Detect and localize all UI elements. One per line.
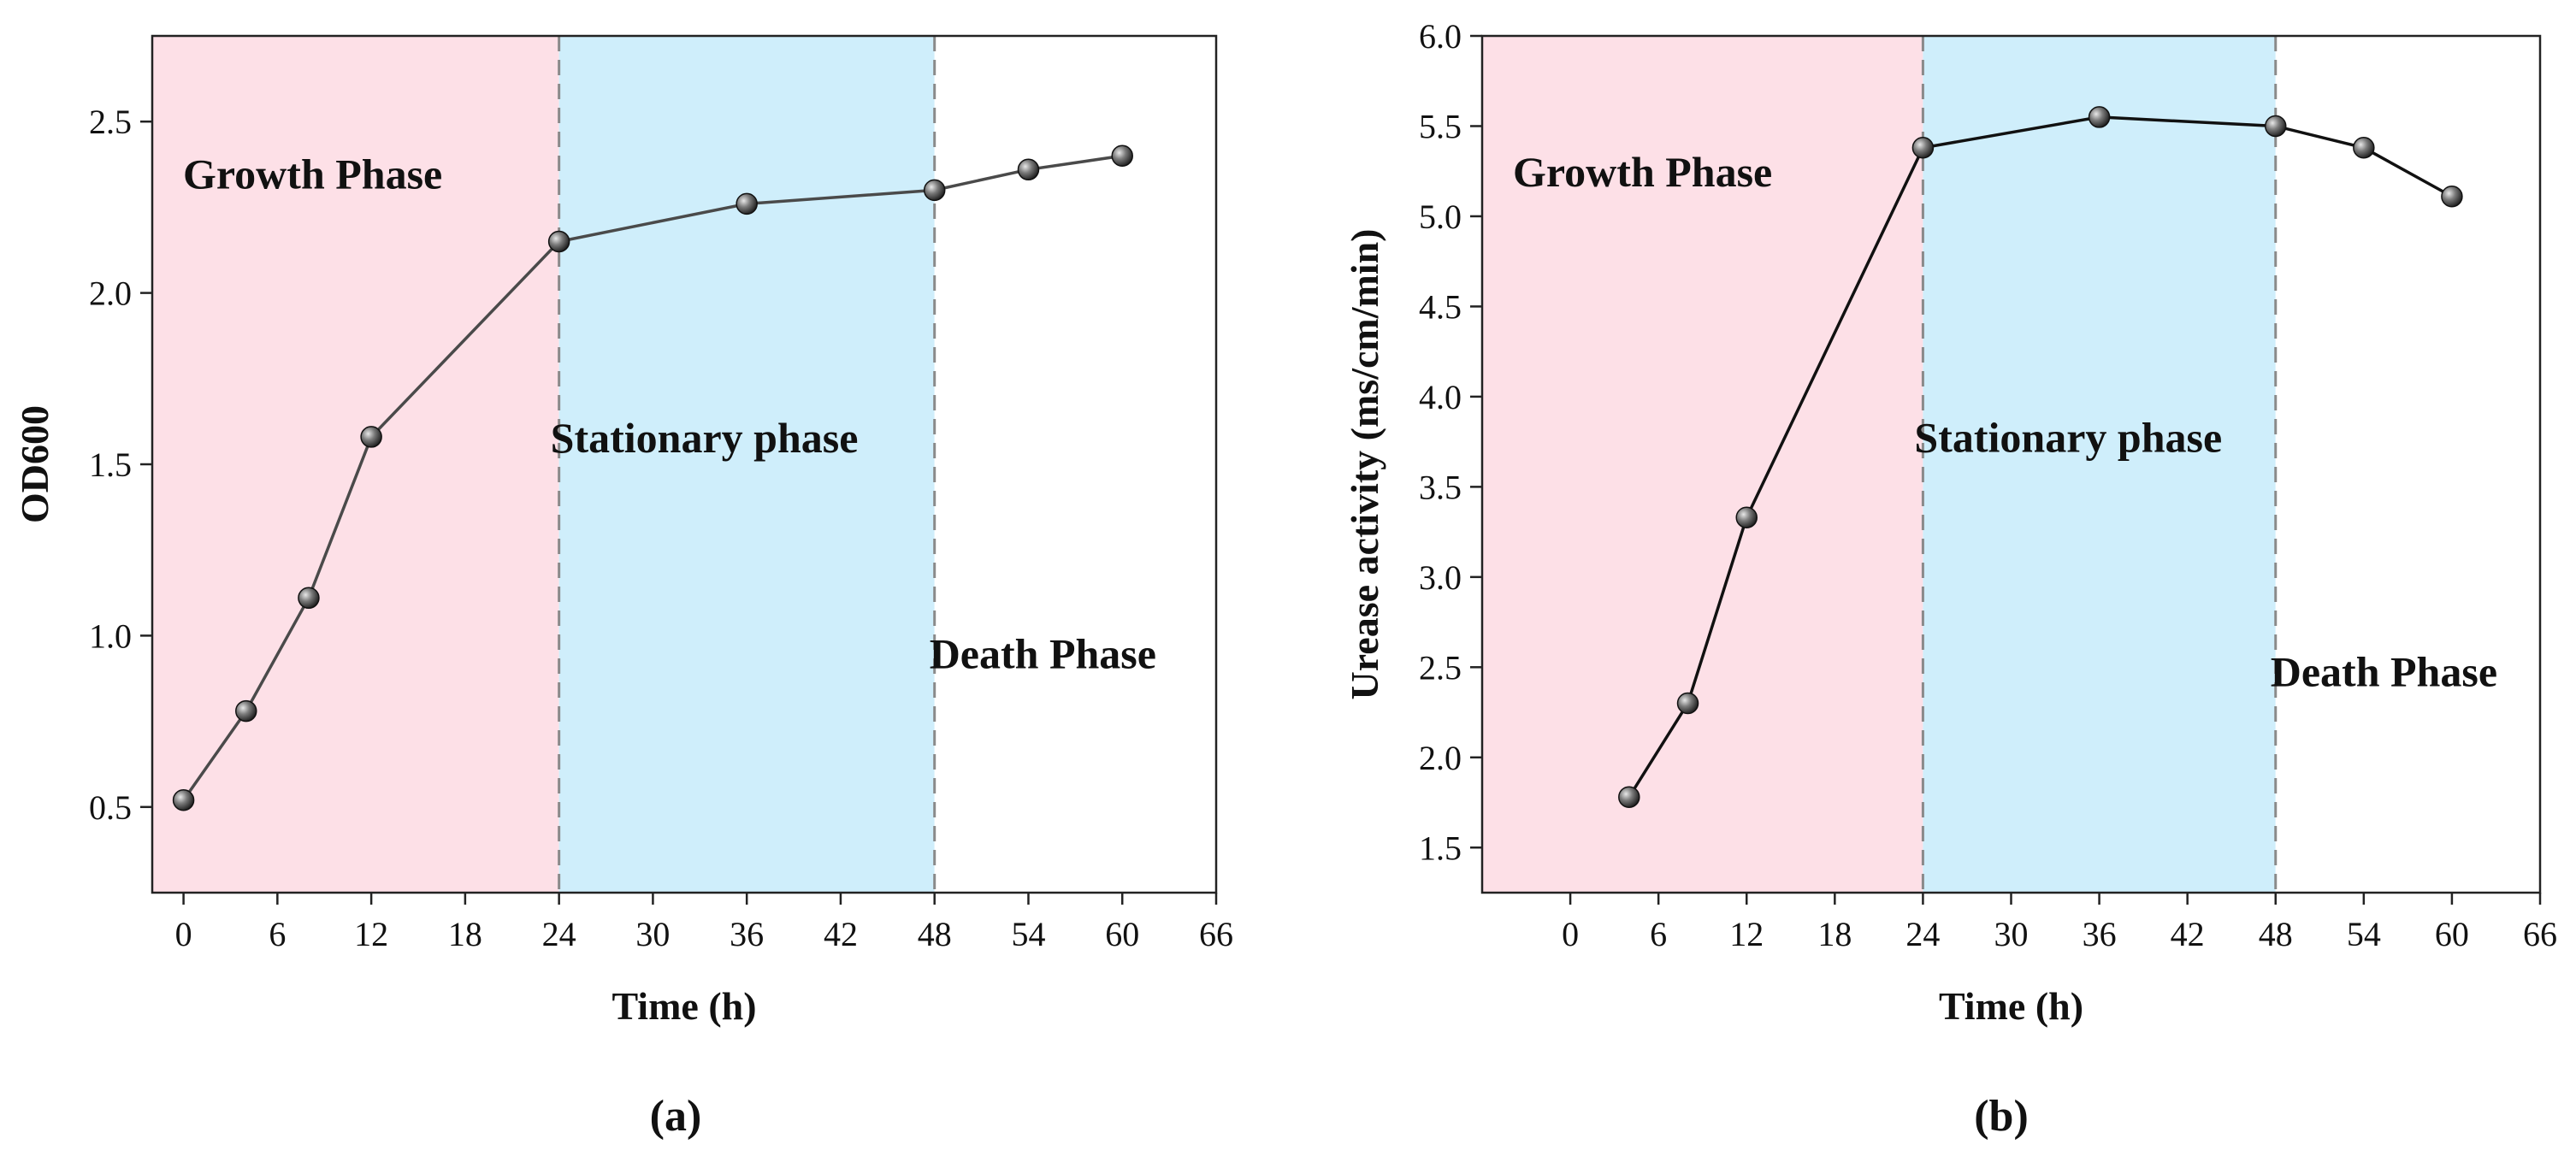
phase-label-death: Death Phase bbox=[930, 629, 1156, 677]
x-tick-label: 12 bbox=[1729, 915, 1764, 953]
y-tick-label: 3.5 bbox=[1419, 468, 1462, 506]
x-tick-label: 24 bbox=[542, 915, 576, 953]
x-tick-label: 66 bbox=[1199, 915, 1233, 953]
phase-region bbox=[934, 36, 1216, 893]
y-tick-label: 4.0 bbox=[1419, 378, 1462, 416]
y-tick-label: 5.0 bbox=[1419, 198, 1462, 236]
data-point bbox=[736, 192, 758, 215]
data-point bbox=[360, 426, 382, 448]
data-point bbox=[923, 179, 946, 202]
data-point bbox=[2353, 137, 2375, 159]
x-tick-label: 30 bbox=[1994, 915, 2029, 953]
x-tick-label: 6 bbox=[269, 915, 286, 953]
x-tick-label: 42 bbox=[2171, 915, 2205, 953]
y-tick-label: 1.5 bbox=[89, 445, 132, 484]
chart-panel-a: 0 6 12 18 24 30 36 42 48 54 60 66 0.5 1.0 1.5 2.0 2.5 Tim… bbox=[13, 34, 1233, 1141]
y-tick-label: 0.5 bbox=[89, 788, 132, 827]
y-tick-label: 2.0 bbox=[1419, 739, 1462, 777]
phase-label-growth: Growth Phase bbox=[1513, 148, 1772, 196]
x-tick-label: 0 bbox=[175, 915, 192, 953]
data-point bbox=[1017, 158, 1040, 181]
y-axis-title: Urease activity (ms/cm/min) bbox=[1343, 229, 1386, 700]
x-tick-label: 60 bbox=[1105, 915, 1139, 953]
x-tick-label: 42 bbox=[824, 915, 858, 953]
x-tick-label: 36 bbox=[730, 915, 764, 953]
data-point bbox=[172, 789, 195, 811]
x-tick-label: 60 bbox=[2435, 915, 2469, 953]
data-point bbox=[1735, 506, 1758, 528]
x-tick-label: 6 bbox=[1650, 915, 1667, 953]
data-point bbox=[235, 699, 257, 723]
phase-region bbox=[2275, 36, 2540, 893]
data-point bbox=[547, 230, 570, 253]
data-point bbox=[1911, 137, 1935, 159]
data-point bbox=[2441, 185, 2463, 208]
x-tick-label: 36 bbox=[2083, 915, 2117, 953]
data-point bbox=[2088, 106, 2111, 128]
y-tick-label: 1.5 bbox=[1419, 829, 1462, 867]
y-tick-label: 4.5 bbox=[1419, 287, 1462, 326]
y-tick-label: 5.5 bbox=[1419, 107, 1462, 145]
phase-label-growth: Growth Phase bbox=[183, 150, 442, 198]
x-tick-label: 0 bbox=[1562, 915, 1579, 953]
x-tick-label: 48 bbox=[918, 915, 952, 953]
x-tick-label: 12 bbox=[354, 915, 388, 953]
x-tick-label: 18 bbox=[448, 915, 482, 953]
y-tick-label: 3.0 bbox=[1419, 558, 1462, 597]
x-tick-label: 54 bbox=[2347, 915, 2381, 953]
x-axis-title: Time (h) bbox=[612, 984, 756, 1028]
y-tick-label: 2.0 bbox=[89, 274, 132, 313]
phase-label-stationary: Stationary phase bbox=[1914, 413, 2222, 461]
phase-region bbox=[558, 36, 935, 893]
phase-region bbox=[1923, 36, 2276, 893]
x-tick-label: 18 bbox=[1817, 915, 1852, 953]
series-line bbox=[1628, 115, 2453, 799]
x-tick-label: 54 bbox=[1011, 915, 1045, 953]
y-tick-label: 2.5 bbox=[89, 103, 132, 141]
y-tick-label: 6.0 bbox=[1419, 17, 1462, 56]
data-point bbox=[298, 587, 320, 610]
x-axis-title: Time (h) bbox=[1939, 984, 2083, 1028]
x-tick-label: 48 bbox=[2259, 915, 2293, 953]
x-tick-label: 66 bbox=[2523, 915, 2557, 953]
x-tick-label: 30 bbox=[635, 915, 670, 953]
data-point bbox=[1111, 145, 1133, 168]
phase-label-stationary: Stationary phase bbox=[551, 414, 859, 462]
chart-panel-b: 0 6 12 18 24 30 36 42 48 54 60 66 1.5 2.0 2.5 3.0 3.5 4.0… bbox=[1343, 17, 2557, 1141]
panel-caption: (b) bbox=[1974, 1092, 2029, 1141]
phase-region bbox=[1482, 36, 1923, 893]
data-point bbox=[2265, 115, 2287, 138]
y-axis-title: OD600 bbox=[13, 405, 56, 523]
y-tick-label: 1.0 bbox=[89, 616, 132, 655]
data-point bbox=[1618, 786, 1640, 808]
phase-label-death: Death Phase bbox=[2271, 648, 2497, 696]
data-point bbox=[1676, 692, 1699, 715]
y-tick-label: 2.5 bbox=[1419, 648, 1462, 687]
panel-caption: (a) bbox=[650, 1092, 702, 1141]
x-tick-label: 24 bbox=[1905, 915, 1940, 953]
